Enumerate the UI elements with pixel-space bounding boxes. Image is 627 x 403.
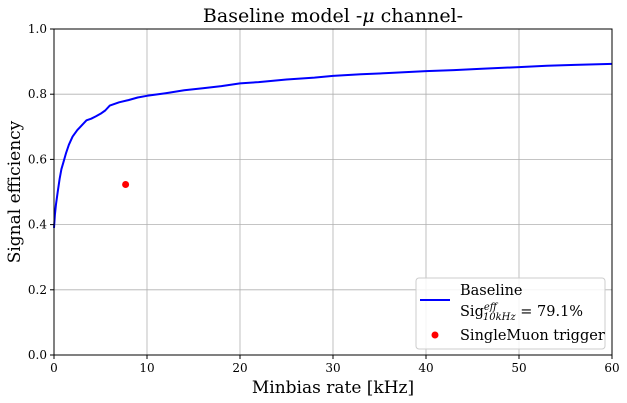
y-tick-label: 0.4 <box>28 218 47 232</box>
series-layer <box>53 62 613 228</box>
x-tick-label: 10 <box>139 361 154 375</box>
ticks <box>50 28 613 359</box>
x-tick-label: 60 <box>604 361 619 375</box>
x-tick-label: 50 <box>511 361 526 375</box>
x-tick-label: 0 <box>50 361 58 375</box>
y-tick-label: 0.2 <box>28 283 47 297</box>
legend-singlemuon-marker <box>431 331 439 339</box>
legend-baseline-sig-eff: Sigeff 10kHz = 79.1% <box>460 302 583 323</box>
tick-labels: 0 10 20 30 40 50 60 0.0 0.2 0.4 0.6 0.8 1.0 <box>28 22 620 375</box>
legend-singlemuon-label: SingleMuon trigger <box>460 328 605 344</box>
chart-title: Baseline model -μ channel- <box>203 5 463 27</box>
legend-baseline-label: Baseline <box>460 283 523 299</box>
x-tick-label: 40 <box>418 361 433 375</box>
x-tick-label: 20 <box>232 361 247 375</box>
legend-box <box>415 277 606 350</box>
y-tick-label: 1.0 <box>28 22 47 36</box>
baseline-curve <box>53 62 613 228</box>
singlemuon-trigger-point <box>122 181 130 189</box>
x-axis-label: Minbias rate [kHz] <box>252 378 414 398</box>
legend: Baseline Sigeff 10kHz = 79.1% SingleMuon … <box>415 277 606 350</box>
y-axis-label: Signal efficiency <box>5 120 25 263</box>
y-tick-label: 0.0 <box>28 348 47 362</box>
y-tick-label: 0.6 <box>28 152 47 166</box>
y-tick-label: 0.8 <box>28 87 47 101</box>
x-tick-label: 30 <box>325 361 340 375</box>
